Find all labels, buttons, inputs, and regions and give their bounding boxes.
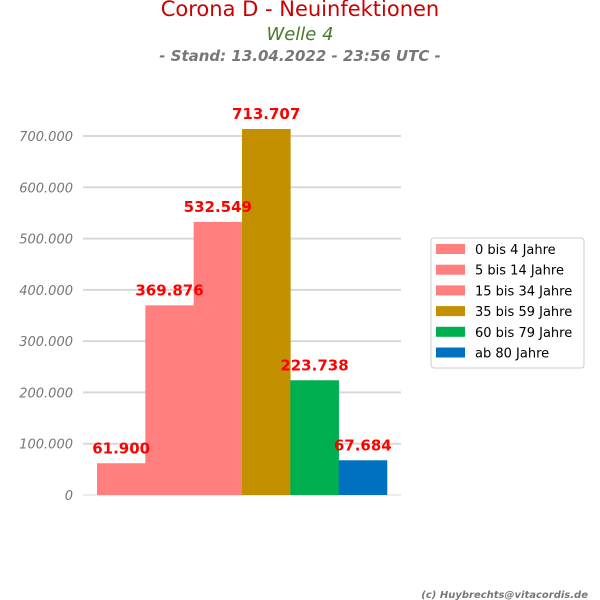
bar bbox=[193, 221, 243, 495]
bar bbox=[338, 460, 388, 495]
legend-swatch bbox=[436, 306, 465, 317]
data-label: 369.876 bbox=[135, 281, 203, 299]
legend-label: 35 bis 59 Jahre bbox=[475, 305, 572, 320]
legend-swatch bbox=[436, 285, 465, 296]
credit-text: (c) Huybrechts@vitacordis.de bbox=[421, 590, 588, 600]
legend-label: 5 bis 14 Jahre bbox=[475, 264, 564, 279]
legend-label: 0 bis 4 Jahre bbox=[475, 243, 556, 258]
legend-label: 60 bis 79 Jahre bbox=[475, 326, 572, 341]
data-label: 61.900 bbox=[92, 439, 150, 457]
y-tick-label: 0 bbox=[65, 489, 73, 504]
y-tick-label: 100.000 bbox=[19, 438, 73, 453]
data-label: 67.684 bbox=[334, 436, 392, 454]
legend-swatch bbox=[436, 347, 465, 358]
legend-label: ab 80 Jahre bbox=[475, 347, 549, 362]
y-tick-label: 200.000 bbox=[19, 386, 73, 401]
y-tick-label: 400.000 bbox=[19, 284, 73, 299]
chart-stand-date: - Stand: 13.04.2022 - 23:56 UTC - bbox=[159, 47, 441, 65]
bars bbox=[97, 129, 388, 495]
y-tick-label: 500.000 bbox=[19, 233, 73, 248]
y-tick-label: 300.000 bbox=[19, 335, 73, 350]
data-label: 713.707 bbox=[232, 105, 300, 123]
bar bbox=[241, 129, 291, 495]
data-label: 532.549 bbox=[184, 198, 252, 216]
legend-box bbox=[430, 237, 585, 369]
legend-swatch bbox=[436, 264, 465, 275]
chart-title: Corona D - Neuinfektionen bbox=[161, 0, 440, 21]
bar bbox=[290, 380, 339, 495]
chart-subtitle: Welle 4 bbox=[266, 24, 333, 45]
y-tick-label: 600.000 bbox=[19, 181, 73, 196]
y-tick-label: 700.000 bbox=[19, 130, 73, 145]
data-label: 223.738 bbox=[280, 356, 348, 374]
legend-swatch bbox=[436, 244, 465, 254]
bar bbox=[145, 305, 194, 495]
legend-swatch bbox=[436, 326, 465, 337]
y-axis-ticks: 0 100.000 200.000 300.000 400.000 500.000 600.… bbox=[19, 130, 73, 504]
legend: 0 bis 4 Jahre 5 bis 14 Jahre 15 bis 34 Jah… bbox=[430, 237, 585, 369]
legend-label: 15 bis 34 Jahre bbox=[475, 284, 572, 299]
data-labels: 61.900 369.876 532.549 713.707 223.738 67.684 bbox=[92, 105, 392, 457]
bar bbox=[97, 463, 146, 495]
